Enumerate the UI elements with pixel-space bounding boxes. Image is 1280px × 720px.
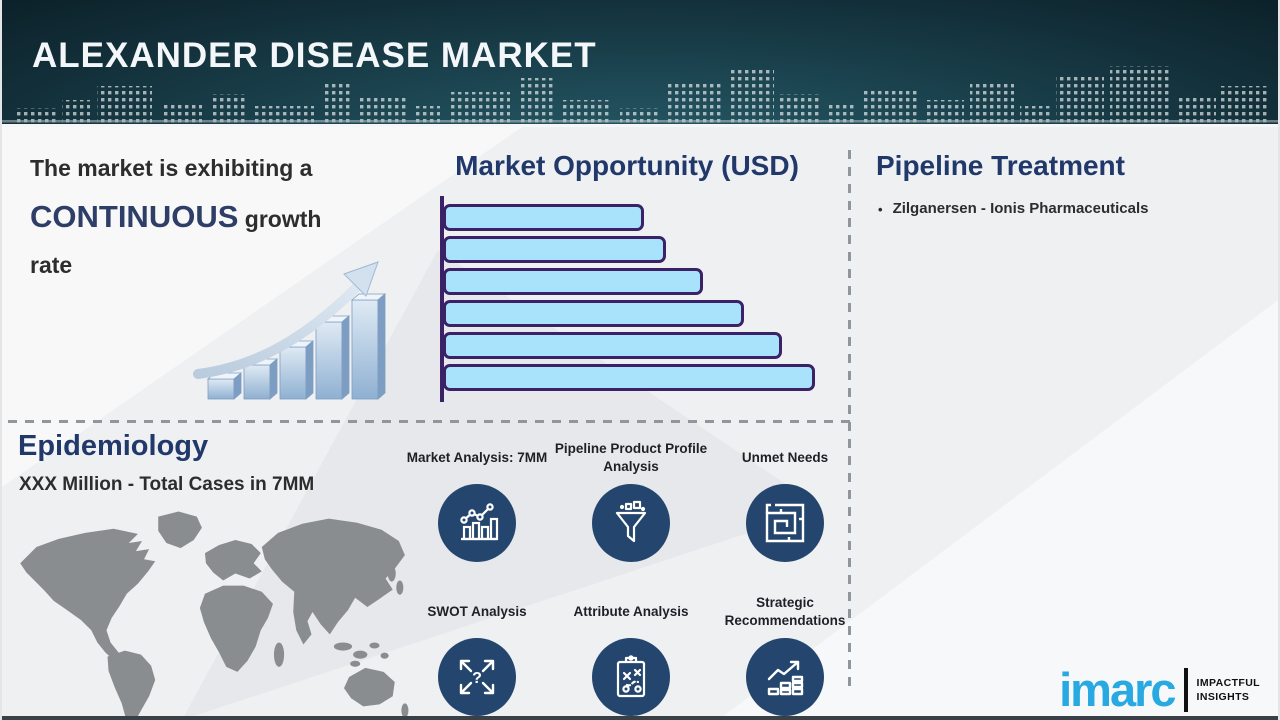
growth-text-before: The market is exhibiting a	[30, 155, 313, 181]
feature-label: Attribute Analysis	[573, 603, 689, 619]
growth-arrow-bars-icon	[746, 638, 824, 716]
pipeline-item-text: Zilganersen - Ionis Pharmaceuticals	[892, 200, 1149, 217]
epidemiology-title: Epidemiology	[18, 430, 209, 462]
logo-divider	[1183, 668, 1188, 712]
feature-pipeline-product: Pipeline Product Profile Analysis	[554, 436, 708, 586]
epidemiology-subtitle: XXX Million - Total Cases in 7MM	[19, 474, 315, 495]
svg-text:?: ?	[472, 670, 482, 687]
market-opportunity-title: Market Opportunity (USD)	[455, 150, 799, 181]
growth-chart-illustration	[193, 261, 387, 400]
maze-icon	[746, 484, 824, 562]
logo-tagline-line2: INSIGHTS	[1196, 691, 1250, 703]
clipboard-strategy-icon	[592, 638, 670, 716]
logo-tagline: IMPACTFUL INSIGHTS	[1197, 676, 1260, 704]
growth-highlight: CONTINUOUS	[30, 199, 239, 235]
chart-bar	[443, 332, 782, 359]
chart-bar	[443, 236, 666, 263]
chart-bar	[443, 204, 644, 231]
feature-unmet-needs: Unmet Needs	[708, 436, 862, 586]
four-arrows-question-icon: ?	[438, 638, 516, 716]
feature-grid: Market Analysis: 7MM	[400, 436, 862, 720]
market-opportunity-bar-chart	[443, 204, 815, 396]
feature-label: Unmet Needs	[741, 449, 829, 465]
feature-label: Strategic Recommendations	[724, 594, 846, 628]
page-title: ALEXANDER DISEASE MARKET	[32, 36, 597, 75]
vertical-dashed-divider	[848, 150, 851, 690]
feature-market-analysis: Market Analysis: 7MM	[400, 436, 554, 586]
header-banner: ALEXANDER DISEASE MARKET	[2, 0, 1278, 127]
slide-bottom-border	[2, 716, 1278, 720]
city-skyline-graphic	[2, 66, 1278, 124]
logo-tagline-line1: IMPACTFUL	[1196, 676, 1260, 689]
chart-bar	[443, 364, 815, 391]
feature-strategic-recommendations: Strategic Recommendations	[708, 590, 862, 720]
bullet-point: •	[878, 202, 883, 217]
imarc-logo-wordmark: imarc	[1059, 662, 1176, 716]
feature-label: Market Analysis: 7MM	[406, 449, 548, 465]
feature-attribute-analysis: Attribute Analysis	[554, 590, 708, 720]
horizontal-dashed-divider	[8, 420, 850, 423]
chart-bar	[443, 300, 744, 327]
chart-bar	[443, 268, 703, 295]
feature-label: Pipeline Product Profile Analysis	[554, 440, 708, 474]
chart-axis-line	[440, 196, 444, 402]
pipeline-treatment-title: Pipeline Treatment	[876, 150, 1125, 181]
bar-chart-trend-icon	[438, 484, 516, 562]
world-map	[20, 511, 409, 720]
imarc-logo: imarc IMPACTFUL INSIGHTS	[1059, 662, 1260, 716]
growth-statement: The market is exhibiting a CONTINUOUS gr…	[30, 148, 360, 287]
feature-label: SWOT Analysis	[427, 603, 527, 619]
feature-swot-analysis: SWOT Analysis ?	[400, 590, 554, 720]
growth-text-after: growth rate	[30, 206, 322, 279]
funnel-icon	[592, 484, 670, 562]
pipeline-list-item: • Zilganersen - Ionis Pharmaceuticals	[878, 200, 1149, 220]
